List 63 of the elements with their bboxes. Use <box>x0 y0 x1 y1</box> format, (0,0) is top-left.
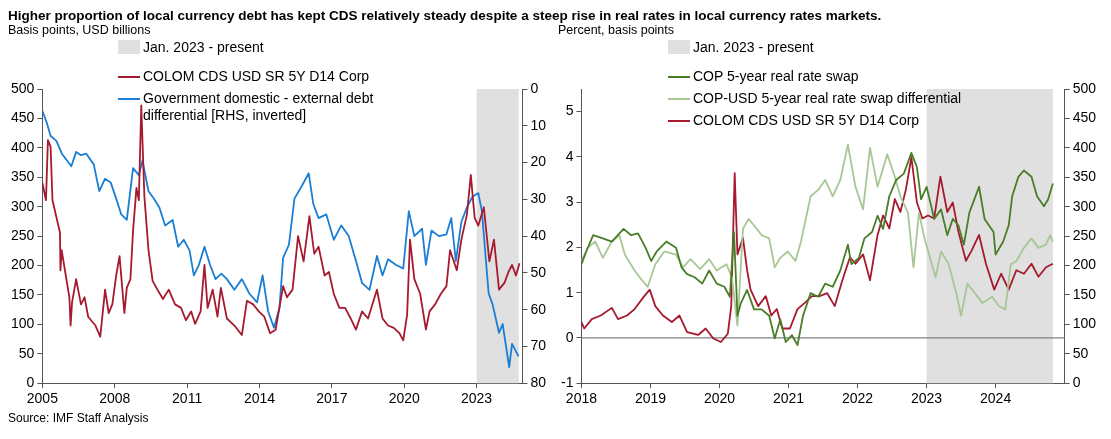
y2-tick-label: 30 <box>530 190 547 207</box>
x-tick-label: 2020 <box>703 390 736 407</box>
y-tick-label: 5 <box>565 102 574 119</box>
x-tick-label: 2020 <box>388 390 420 407</box>
y-tick-label: 100 <box>11 315 35 332</box>
x-tick-label: 2017 <box>316 390 348 407</box>
chart-subtitle: Basis points, USD billions <box>8 23 152 39</box>
y-tick-label: 0 <box>26 374 35 391</box>
y2-tick-label: 350 <box>1072 168 1097 185</box>
y2-tick-label: 10 <box>530 116 547 133</box>
y-tick-label: 4 <box>565 147 574 164</box>
y2-tick-label: 150 <box>1072 285 1097 302</box>
y2-tick-label: 400 <box>1072 138 1097 155</box>
legend-label: Jan. 2023 - present <box>143 39 264 56</box>
y-tick-label: 400 <box>11 138 35 155</box>
y2-tick-label: 50 <box>530 263 547 280</box>
y2-tick-label: 500 <box>1072 79 1097 96</box>
y-tick-label: 1 <box>565 283 574 300</box>
legend-label: Government domestic - external debt differential [RHS, inverted] <box>143 90 375 124</box>
x-tick-label: 2005 <box>26 390 59 407</box>
legend-label: COP 5-year real rate swap <box>693 68 859 85</box>
x-tick-label: 2022 <box>841 390 874 407</box>
y2-tick-label: 300 <box>1072 197 1097 214</box>
y-tick-label: 200 <box>11 256 35 273</box>
y2-tick-label: 20 <box>530 153 547 170</box>
y2-tick-label: 50 <box>1072 344 1089 361</box>
y-tick-label: 3 <box>565 193 574 210</box>
chart-title: Higher proportion of local currency debt has kept CDS relatively steady despite a steep rise in real rates in local currency rates markets. <box>8 8 883 23</box>
y2-tick-label: 250 <box>1072 226 1097 243</box>
x-tick-label: 2023 <box>461 390 493 407</box>
x-tick-label: 2021 <box>772 390 805 407</box>
x-tick-label: 2023 <box>911 390 943 407</box>
y2-tick-label: 0 <box>1072 374 1081 391</box>
y2-tick-label: 100 <box>1072 315 1097 332</box>
x-tick-label: 2018 <box>565 390 598 407</box>
y-tick-label: 50 <box>18 344 35 361</box>
legend-label: Jan. 2023 - present <box>693 39 814 56</box>
y-tick-label: 300 <box>11 197 35 214</box>
y-tick-label: 500 <box>11 79 35 96</box>
x-tick-label: 2019 <box>634 390 667 407</box>
legend-label: COP-USD 5-year real rate swap differential <box>693 90 962 107</box>
y2-tick-label: 450 <box>1072 109 1097 126</box>
y-tick-label: 350 <box>11 168 35 185</box>
x-tick-label: 2011 <box>172 390 203 407</box>
y2-tick-label: 80 <box>530 374 547 391</box>
y2-tick-label: 40 <box>530 226 547 243</box>
x-tick-label: 2024 <box>980 390 1012 407</box>
y-tick-label: -1 <box>561 374 574 391</box>
source-note: Source: IMF Staff Analysis <box>8 411 150 425</box>
x-tick-label: 2014 <box>243 390 276 407</box>
legend-label: COLOM CDS USD SR 5Y D14 Corp <box>693 112 920 129</box>
y2-tick-label: 60 <box>530 300 547 317</box>
y2-tick-label: 70 <box>530 337 547 354</box>
y-tick-label: 150 <box>11 285 35 302</box>
y-tick-label: 2 <box>565 238 574 255</box>
legend-label: COLOM CDS USD SR 5Y D14 Corp <box>143 68 370 85</box>
chart-subtitle: Percent, basis points <box>558 23 676 39</box>
y-tick-label: 450 <box>11 109 35 126</box>
y-tick-label: 0 <box>565 328 574 345</box>
y2-tick-label: 200 <box>1072 256 1097 273</box>
x-tick-label: 2008 <box>99 390 131 407</box>
y-tick-label: 250 <box>11 226 35 243</box>
y2-tick-label: 0 <box>530 79 539 96</box>
